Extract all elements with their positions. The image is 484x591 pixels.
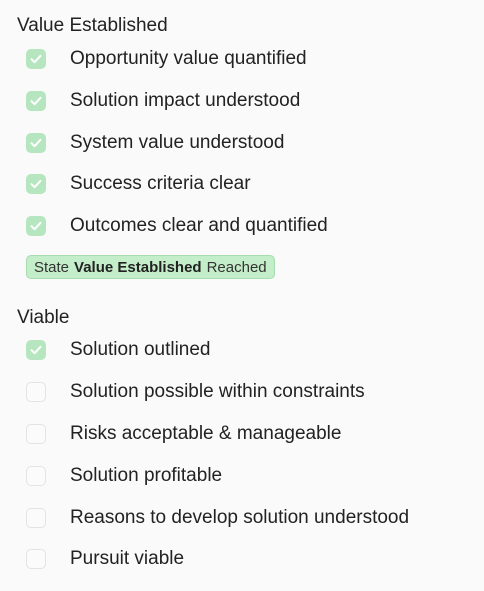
checkbox[interactable] <box>26 91 46 111</box>
checkmark-icon <box>30 96 42 106</box>
checklist-item-system-value-understood[interactable]: System value understood <box>26 132 284 154</box>
checklist-item-risks-acceptable-manageable[interactable]: Risks acceptable & manageable <box>26 423 341 445</box>
checkmark-icon <box>30 345 42 355</box>
checklist-item-label: Risks acceptable & manageable <box>70 423 342 444</box>
checklist-item-success-criteria-clear[interactable]: Success criteria clear <box>26 173 251 195</box>
checkmark-icon <box>30 221 42 231</box>
checklist-item-label: Outcomes clear and quantified <box>70 215 328 236</box>
checkmark-icon <box>30 54 42 64</box>
checklist-item-solution-possible-within-constraints[interactable]: Solution possible within constraints <box>26 381 365 403</box>
badge-prefix: State <box>34 258 70 276</box>
checkbox[interactable] <box>26 382 46 402</box>
state-reached-badge: State Value Established Reached <box>26 255 275 279</box>
checklist-item-outcomes-clear-and-quantified[interactable]: Outcomes clear and quantified <box>26 215 328 237</box>
checkmark-icon <box>30 179 42 189</box>
section-title-value-established: Value Established <box>17 15 168 36</box>
checklist-item-solution-impact-understood[interactable]: Solution impact understood <box>26 90 300 112</box>
checklist-item-label: Pursuit viable <box>70 548 185 569</box>
checkbox[interactable] <box>26 133 46 153</box>
checklist-item-label: Success criteria clear <box>70 173 251 194</box>
checkbox[interactable] <box>26 549 46 569</box>
checklist-item-label: Opportunity value quantified <box>70 48 307 69</box>
checklist-item-reasons-to-develop-solution-understood[interactable]: Reasons to develop solution understood <box>26 507 409 529</box>
checklist-item-label: Reasons to develop solution understood <box>70 507 410 528</box>
badge-suffix: Reached <box>206 258 267 276</box>
checkbox[interactable] <box>26 340 46 360</box>
checkbox[interactable] <box>26 174 46 194</box>
checklist-item-label: Solution profitable <box>70 465 223 486</box>
checklist-item-label: System value understood <box>70 132 285 153</box>
checklist-item-pursuit-viable[interactable]: Pursuit viable <box>26 548 184 570</box>
checkbox[interactable] <box>26 508 46 528</box>
checkbox[interactable] <box>26 466 46 486</box>
checklist-item-solution-profitable[interactable]: Solution profitable <box>26 465 222 487</box>
checkmark-icon <box>30 138 42 148</box>
checkbox[interactable] <box>26 49 46 69</box>
checkbox[interactable] <box>26 424 46 444</box>
checkbox[interactable] <box>26 216 46 236</box>
section-title-viable: Viable <box>17 307 70 328</box>
checklist-item-label: Solution possible within constraints <box>70 381 365 402</box>
checklist-item-label: Solution impact understood <box>70 90 301 111</box>
checklist-item-solution-outlined[interactable]: Solution outlined <box>26 339 211 361</box>
checklist-item-label: Solution outlined <box>70 339 211 360</box>
checklist-item-opportunity-value-quantified[interactable]: Opportunity value quantified <box>26 48 307 70</box>
badge-state-name: Value Established <box>74 258 202 276</box>
